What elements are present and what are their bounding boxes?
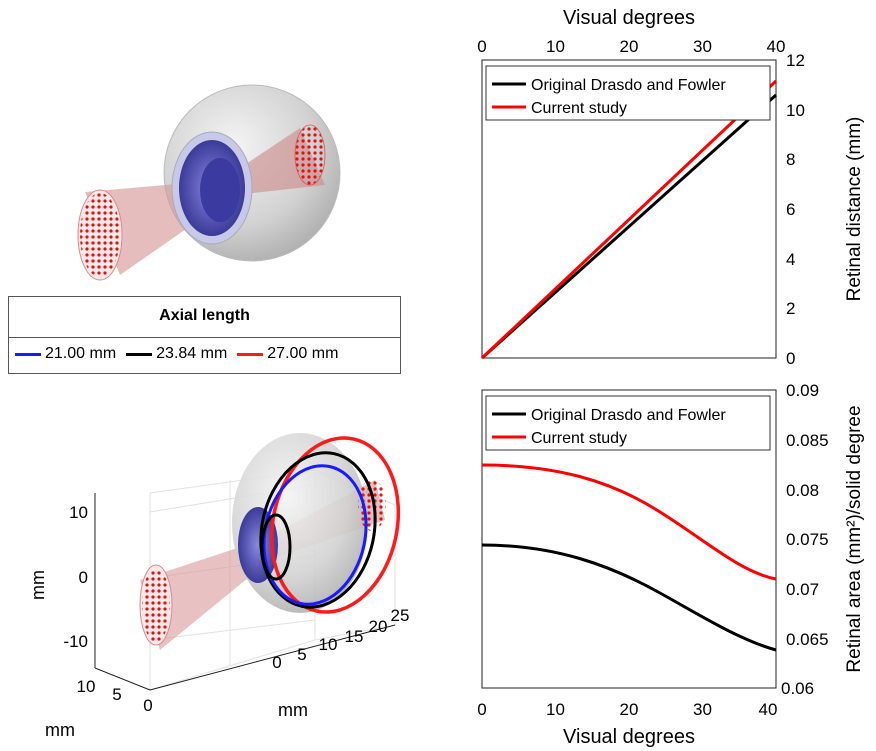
chart1-series-current [480, 79, 778, 360]
chart1-x-ticks: 0 10 20 30 40 [477, 37, 785, 56]
chart2-x-tick: 30 [693, 700, 712, 719]
orbit-23mm [259, 451, 377, 609]
chart1-y-tick: 8 [786, 150, 795, 169]
legend-item-23mm: 23.84 mm [126, 345, 227, 363]
legend-swatch-blue [15, 352, 41, 356]
retina-patch [294, 124, 326, 186]
x-tick: 25 [391, 606, 410, 625]
chart-retinal-distance: Visual degrees 0 10 20 30 40 0 2 4 6 8 1… [477, 7, 865, 368]
chart2-legend-label-current: Current study [531, 430, 627, 447]
legend-swatch-black [126, 352, 153, 356]
chart1-x-tick: 20 [620, 37, 639, 56]
chart1-legend-label-original: Original Drasdo and Fowler [531, 77, 726, 94]
chart2-y-tick: 0.09 [786, 381, 819, 400]
legend-label: 23.84 mm [156, 345, 228, 362]
chart2-series-current [481, 463, 777, 581]
chart1-series-original [480, 93, 778, 360]
y-tick: 10 [77, 677, 96, 696]
stimulus-dots [80, 193, 120, 277]
chart1-x-tick: 40 [767, 37, 786, 56]
chart2-x-tick: 0 [477, 700, 486, 719]
chart1-x-axis-label: Visual degrees [563, 7, 695, 29]
orbit-cornea [260, 513, 292, 581]
chart1-y-axis-label: Retinal distance (mm) [844, 117, 865, 302]
eye-illustration-top [77, 84, 341, 281]
legend-divider [9, 337, 400, 338]
axial-length-title: Axial length [159, 307, 250, 324]
chart1-x-tick: 0 [477, 37, 486, 56]
eye-model-3d: 10 0 -10 mm 10 5 0 mm 0 5 10 15 20 25 mm [28, 433, 409, 740]
legend-label: 27.00 mm [267, 345, 339, 362]
chart1-legend: Original Drasdo and Fowler Current study [485, 65, 771, 121]
legend-item-27mm: 27.00 mm [237, 345, 338, 363]
lens-inner [200, 158, 240, 222]
chart2-series-original [481, 543, 777, 652]
y-axis-label: mm [45, 720, 75, 740]
y-axis-line [94, 667, 151, 691]
chart2-y-tick: 0.06 [781, 679, 814, 698]
chart1-x-tick: 30 [693, 37, 712, 56]
chart2-legend-box [485, 395, 771, 451]
chart2-y-tick: 0.085 [786, 431, 829, 450]
x-axis-label: mm [278, 700, 308, 720]
x-tick: 10 [319, 635, 338, 654]
chart2-x-tick: 40 [759, 700, 778, 719]
legend-item-21mm: 21.00 mm [15, 345, 116, 363]
chart2-y-tick: 0.07 [786, 580, 819, 599]
chart1-y-ticks: 0 2 4 6 8 10 12 [786, 51, 805, 368]
chart1-y-tick: 0 [786, 349, 795, 368]
z-tick-labels: 10 0 -10 [63, 503, 88, 651]
chart2-legend-label-original: Original Drasdo and Fowler [531, 407, 726, 424]
x-tick: 0 [272, 653, 281, 672]
axial-length-items: 21.00 mm 23.84 mm 27.00 mm [15, 345, 348, 363]
x-tick-labels: 0 5 10 15 20 25 [272, 606, 409, 672]
chart2-x-tick: 20 [620, 700, 639, 719]
chart-retinal-area: Visual degrees 0 10 20 30 40 0.06 0.065 … [477, 381, 865, 748]
x-axis-line [149, 624, 396, 691]
chart1-y-tick: 12 [786, 51, 805, 70]
chart2-legend: Original Drasdo and Fowler Current study [485, 395, 771, 451]
chart2-y-axis-label: Retinal area (mm²)/solid degree [844, 405, 865, 672]
chart2-y-ticks: 0.06 0.065 0.07 0.075 0.08 0.085 0.09 [781, 381, 829, 698]
chart1-y-tick: 2 [786, 299, 795, 318]
chart2-x-tick: 10 [546, 700, 565, 719]
z-axis-label: mm [28, 570, 48, 600]
chart2-y-tick: 0.075 [786, 530, 829, 549]
chart1-legend-label-current: Current study [531, 100, 627, 117]
x-tick: 5 [297, 645, 306, 664]
chart2-x-ticks: 0 10 20 30 40 [477, 700, 777, 719]
z-tick: 0 [79, 568, 88, 587]
chart1-x-tick: 10 [546, 37, 565, 56]
model-stimulus-dots [142, 568, 170, 642]
z-tick: -10 [63, 632, 88, 651]
x-tick: 20 [369, 617, 388, 636]
axial-length-legend: Axial length 21.00 mm 23.84 mm 27.00 mm [8, 296, 401, 374]
chart2-x-axis-label: Visual degrees [563, 726, 695, 748]
legend-swatch-red [237, 352, 264, 356]
legend-label: 21.00 mm [45, 345, 117, 362]
chart1-y-tick: 4 [786, 250, 795, 269]
model-lens [238, 507, 278, 583]
chart2-y-tick: 0.065 [786, 630, 829, 649]
y-tick-labels: 10 5 0 [77, 677, 153, 715]
chart1-legend-box [485, 65, 771, 121]
y-tick: 0 [143, 696, 152, 715]
model-light-cone [140, 540, 270, 650]
x-tick: 15 [345, 627, 364, 646]
chart1-y-tick: 6 [786, 200, 795, 219]
z-tick: 10 [69, 503, 88, 522]
chart1-y-tick: 10 [786, 101, 805, 120]
y-tick: 5 [112, 685, 121, 704]
orbit-27mm [269, 436, 401, 614]
chart2-y-tick: 0.08 [786, 481, 819, 500]
